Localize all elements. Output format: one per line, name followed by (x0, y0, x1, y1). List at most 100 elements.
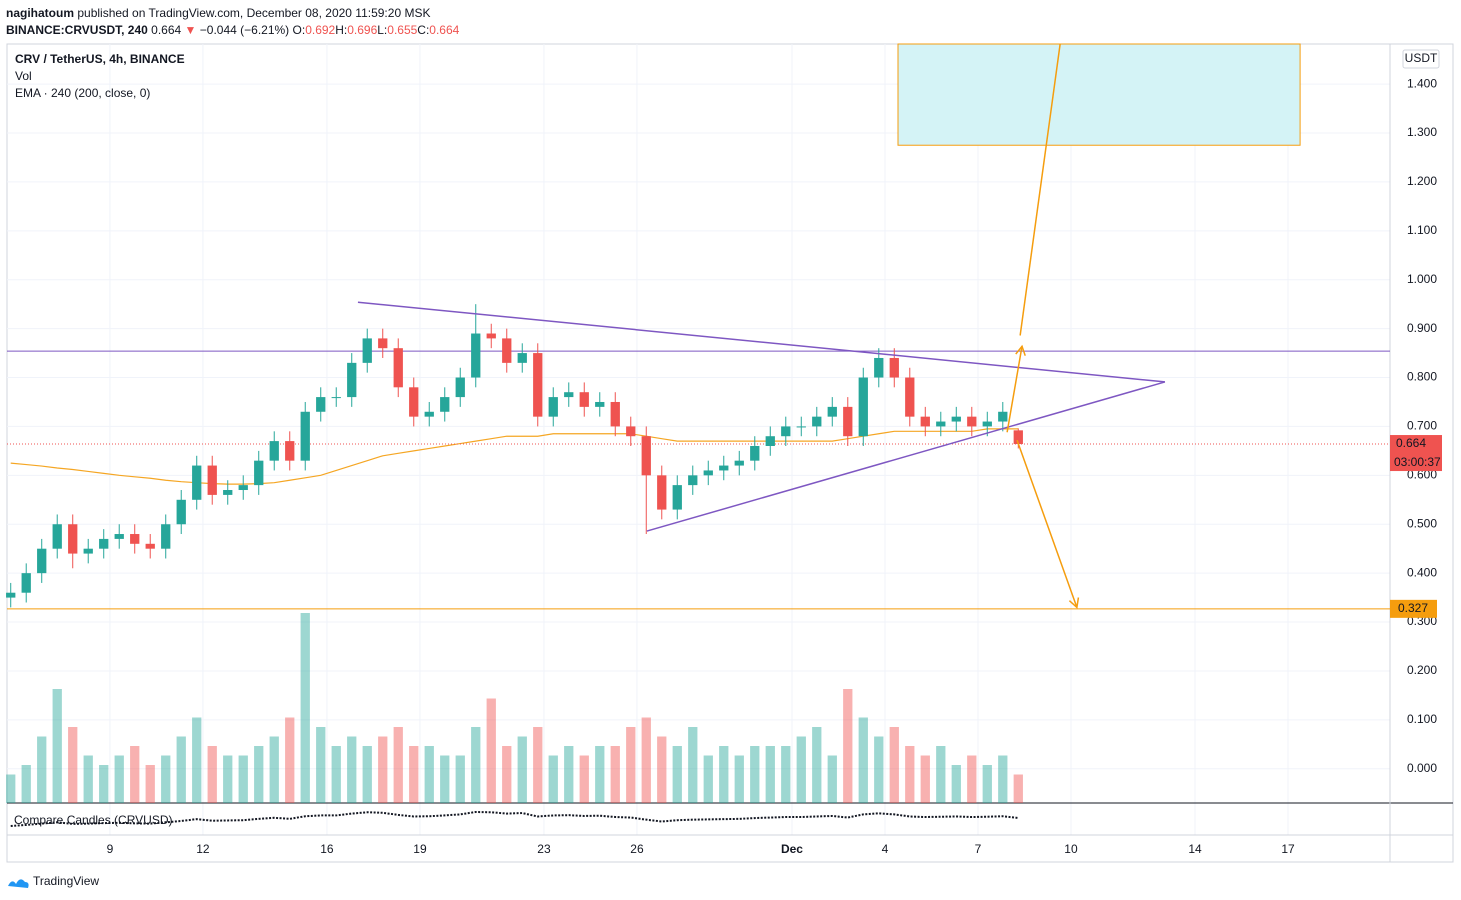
ema-line (10, 428, 1019, 485)
y-tick-label: 0.200 (1407, 663, 1437, 677)
volume-bar (858, 717, 868, 803)
volume-bar (176, 736, 186, 803)
candle-body (207, 465, 217, 495)
publish-line: nagihatoum published on TradingView.com,… (6, 5, 459, 22)
x-tick-label: 19 (413, 842, 427, 856)
candle-body (1013, 430, 1023, 445)
volume-bar (99, 765, 109, 803)
volume-bar (161, 755, 171, 803)
candle-body (936, 421, 946, 427)
candle-body (68, 524, 78, 554)
y-tick-label: 0.000 (1407, 761, 1437, 775)
volume-bar (812, 727, 822, 803)
candle-body (6, 592, 16, 598)
compare-label: Compare Candles (CRVUSD) (14, 813, 173, 827)
currency-box (1402, 49, 1440, 69)
candle-body (564, 392, 574, 398)
candle-body (889, 357, 899, 378)
volume-bar (254, 746, 264, 803)
candle-body (347, 362, 357, 398)
ohlc-label: H: (335, 23, 348, 37)
ohlc-label: C: (417, 23, 430, 37)
volume-bar (6, 774, 16, 803)
candle-body (378, 338, 388, 349)
countdown: 03:00:37 (1394, 455, 1441, 469)
volume-bar (610, 746, 620, 803)
volume-bar (889, 727, 899, 803)
candle-body (967, 416, 977, 427)
x-tick-label: 23 (537, 842, 551, 856)
x-tick-label: Dec (781, 842, 803, 856)
volume-bar (455, 755, 465, 803)
y-tick-label: 0.900 (1407, 321, 1437, 335)
last-price-box (1390, 435, 1442, 472)
volume-bar (362, 746, 372, 803)
candle-body (750, 445, 760, 461)
candle-body (827, 406, 837, 417)
volume-bar (207, 746, 217, 803)
volume-bar (1013, 774, 1023, 803)
last: 0.664 (151, 23, 182, 37)
candle-body (409, 387, 419, 417)
logo (8, 879, 29, 888)
candle-body (734, 460, 744, 466)
volume-bar (765, 746, 775, 803)
volume-bar (548, 755, 558, 803)
volume-bar (83, 755, 93, 803)
y-tick-label: 0.800 (1407, 370, 1437, 384)
volume-bar (998, 755, 1008, 803)
volume-bar (331, 746, 341, 803)
volume-bar (719, 746, 729, 803)
x-tick-label: 17 (1281, 842, 1295, 856)
volume-bar (517, 736, 527, 803)
header: nagihatoum published on TradingView.com,… (6, 5, 459, 39)
volume-bar (316, 727, 326, 803)
ohlc-value: 0.655 (387, 23, 418, 37)
candle-body (130, 534, 140, 544)
candle-body (610, 401, 620, 427)
volume-bar (471, 727, 481, 803)
compare-line (10, 810, 1019, 827)
frame (6, 43, 1454, 863)
volume-bar (626, 727, 636, 803)
volume-bar (300, 613, 310, 803)
x-tick-label: 10 (1064, 842, 1078, 856)
candle-body (316, 397, 326, 412)
volume-bar (533, 727, 543, 803)
ohlc-label: L: (377, 23, 388, 37)
arrow: ▼ (184, 23, 197, 37)
candle-body (238, 485, 248, 491)
volume-bar (269, 736, 279, 803)
candle-body (626, 426, 636, 437)
chart-root: 0.0000.1000.2000.3000.4000.5000.6000.700… (6, 43, 1453, 888)
trendline (1019, 43, 1061, 336)
volume-bar (486, 698, 496, 803)
volume-bar (967, 755, 977, 803)
volume-bar (843, 689, 853, 803)
x-tick-label: 9 (107, 842, 114, 856)
last-price-label: 0.664 (1396, 436, 1426, 450)
trendline (357, 301, 1165, 383)
volume-bar (781, 746, 791, 803)
candle-body (765, 436, 775, 446)
volume-bar (192, 717, 202, 803)
y-tick-label: 1.400 (1407, 76, 1437, 90)
candle-body (176, 499, 186, 525)
volume-bar (52, 689, 62, 803)
volume-bar (68, 727, 78, 803)
volume-bar (145, 765, 155, 803)
volume-bar (440, 755, 450, 803)
candle-body (471, 333, 481, 378)
candle-body (595, 401, 605, 407)
candle-body (223, 490, 233, 495)
volume-bar (285, 717, 295, 803)
y-tick-label: 1.200 (1407, 174, 1437, 188)
x-tick-label: 14 (1188, 842, 1202, 856)
volume-bar (579, 755, 589, 803)
volume-bar (874, 736, 884, 803)
candle-body (951, 416, 961, 422)
candle-body (254, 460, 264, 486)
y-tick-label: 1.100 (1407, 223, 1437, 237)
volume-bar (951, 765, 961, 803)
target-box (897, 43, 1301, 146)
